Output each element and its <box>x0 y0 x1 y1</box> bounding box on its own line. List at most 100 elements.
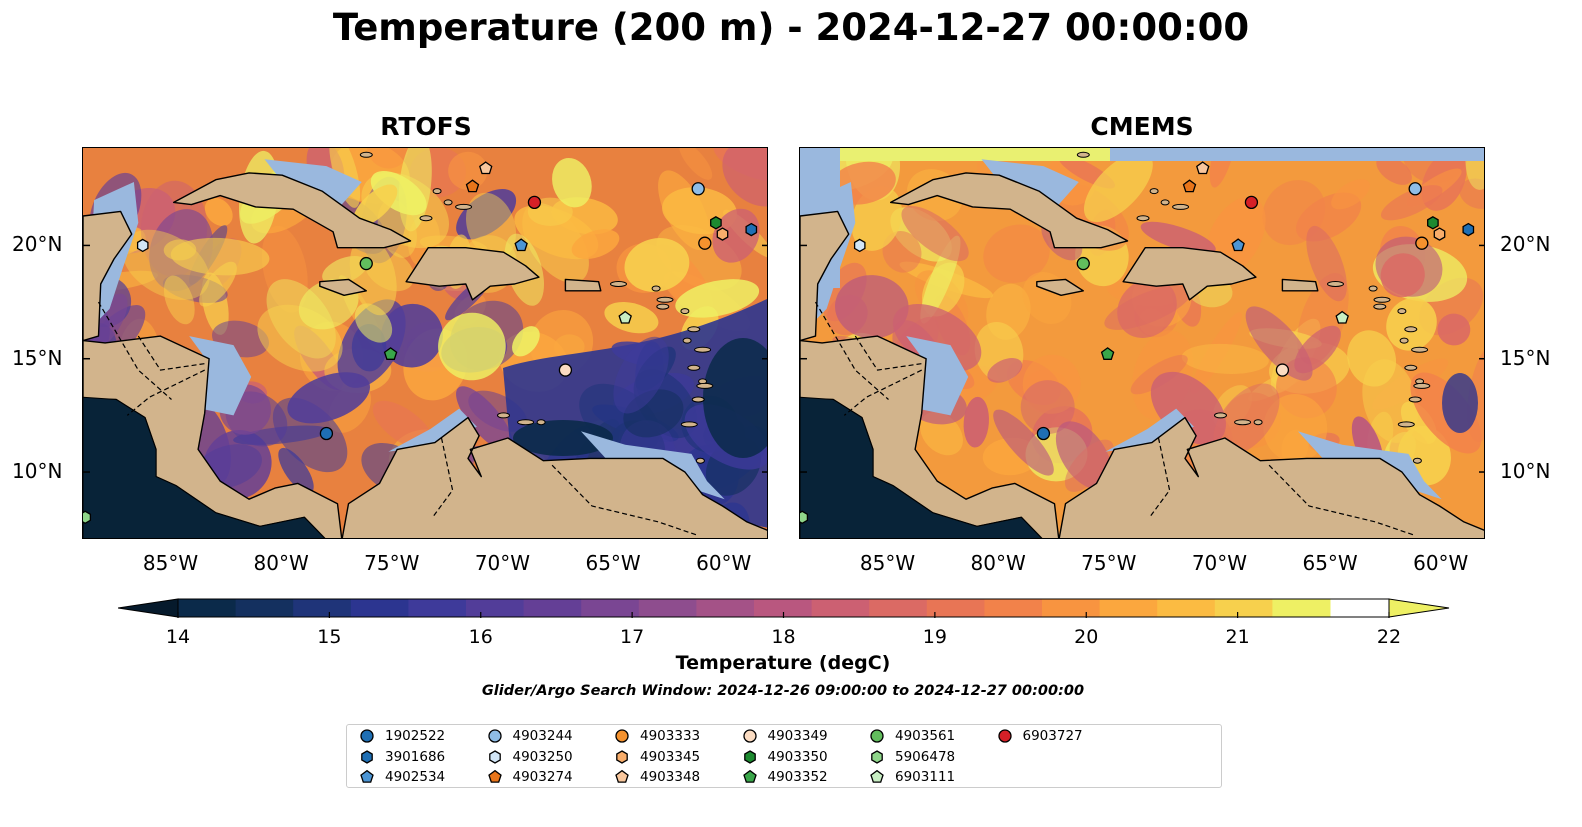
float-marker-4903561-rtofs[interactable] <box>359 256 373 271</box>
float-marker-4903244-cmems[interactable] <box>1408 182 1422 196</box>
circle-marker-icon <box>870 729 884 743</box>
float-marker-4903345-rtofs[interactable] <box>716 227 729 241</box>
pentagon-marker-icon <box>615 769 629 783</box>
lat-tick-label-left: 20°N <box>12 232 63 257</box>
pentagon-marker-icon <box>870 769 884 783</box>
hexagon-marker-icon <box>616 749 628 764</box>
colorbar-swatch <box>178 599 237 617</box>
lon-tick-label: 70°W <box>1191 551 1248 575</box>
legend-marker-4902534 <box>360 769 374 783</box>
float-marker-6903727-cmems[interactable] <box>1244 195 1259 210</box>
legend-marker-4903345 <box>616 749 628 764</box>
legend-entry-6903727: 6903727 <box>997 727 1083 745</box>
colorbar-label: Temperature (degC) <box>675 652 891 674</box>
float-marker-6903111-cmems[interactable] <box>1335 310 1349 324</box>
float-marker-6903111-rtofs[interactable] <box>618 310 632 324</box>
colorbar-swatch <box>1157 599 1216 617</box>
legend-marker-4903561 <box>870 729 884 743</box>
figure-title: Temperature (200 m) - 2024-12-27 00:00:0… <box>332 6 1250 49</box>
lat-tick-label-right: 10°N <box>1500 459 1551 484</box>
float-marker-4902534-rtofs[interactable] <box>514 238 528 252</box>
float-marker-4903352-rtofs[interactable] <box>383 347 398 360</box>
legend-entry-4903244: 4903244 <box>487 727 573 745</box>
lon-tick-label: 85°W <box>859 551 916 575</box>
colorbar-swatch <box>984 599 1043 617</box>
legend-entry-1902522: 1902522 <box>359 727 445 745</box>
float-marker-4902534-cmems[interactable] <box>1231 238 1245 252</box>
float-marker-4903350-rtofs[interactable] <box>710 216 722 230</box>
float-marker-3901686-rtofs[interactable] <box>745 222 758 237</box>
float-marker-4903244-rtofs[interactable] <box>691 182 705 196</box>
hexagon-marker-icon <box>743 749 756 764</box>
lon-tick-label: 70°W <box>474 551 531 575</box>
colorbar-swatch <box>1099 599 1158 617</box>
float-marker-4903561-cmems[interactable] <box>1076 256 1090 271</box>
legend-label: 4903350 <box>767 748 828 765</box>
legend-entry-5906478: 5906478 <box>869 748 955 766</box>
legend-marker-6903111 <box>870 769 884 783</box>
float-marker-1902522-cmems[interactable] <box>1036 426 1051 441</box>
float-marker-4903349-cmems[interactable] <box>1275 363 1290 377</box>
float-marker-4903274-cmems[interactable] <box>1182 179 1197 193</box>
colorbar-swatch <box>754 599 813 617</box>
circle-marker-icon <box>742 729 757 743</box>
legend-label: 5906478 <box>895 748 956 765</box>
lat-tick-label-right: 15°N <box>1500 345 1551 370</box>
float-marker-4903250-rtofs[interactable] <box>136 238 149 253</box>
legend-marker-4903250 <box>488 749 501 764</box>
lon-tick-label: 75°W <box>364 551 420 575</box>
legend-entry-4903561: 4903561 <box>869 727 955 745</box>
legend-label: 4903274 <box>512 769 573 785</box>
map-panel-rtofs[interactable] <box>82 147 768 539</box>
legend-label: 6903727 <box>1022 728 1083 744</box>
circle-marker-icon <box>615 729 629 743</box>
float-marker-4903250-cmems[interactable] <box>853 238 866 253</box>
colorbar-swatch <box>466 599 525 617</box>
legend-entry-3901686: 3901686 <box>359 748 445 766</box>
float-marker-4903333-cmems[interactable] <box>1415 236 1429 250</box>
float-marker-4903348-rtofs[interactable] <box>479 161 493 175</box>
float-marker-4903345-cmems[interactable] <box>1433 227 1446 241</box>
float-marker-4903350-cmems[interactable] <box>1427 216 1439 230</box>
legend-entry-4903333: 4903333 <box>614 727 700 745</box>
legend-marker-4903348 <box>615 769 629 783</box>
map-panel-cmems[interactable] <box>799 147 1485 539</box>
legend-marker-4903244 <box>487 729 502 743</box>
hexagon-marker-icon <box>361 749 373 764</box>
colorbar-swatch <box>1042 599 1101 617</box>
colorbar-tick-label: 20 <box>1074 626 1099 648</box>
legend-entry-4902534: 4902534 <box>359 768 445 786</box>
float-marker-4903348-cmems[interactable] <box>1196 161 1210 175</box>
lat-tick-label-right: 20°N <box>1500 232 1551 257</box>
float-marker-3901686-cmems[interactable] <box>1462 222 1475 237</box>
float-legend: 1902522 3901686 4902534 4903244 4903250 49032… <box>346 724 1222 788</box>
float-marker-6903727-rtofs[interactable] <box>527 195 542 210</box>
float-marker-4903333-rtofs[interactable] <box>698 236 712 250</box>
float-marker-4903352-cmems[interactable] <box>1100 347 1115 360</box>
colorbar-tick-label: 18 <box>771 626 796 648</box>
colorbar-tick-label: 22 <box>1376 626 1402 648</box>
float-marker-1902522-rtofs[interactable] <box>319 426 334 441</box>
colorbar-swatch <box>1272 599 1331 617</box>
legend-marker-4903350 <box>743 749 756 764</box>
float-marker-4903349-rtofs[interactable] <box>558 363 573 377</box>
legend-marker-4903349 <box>742 729 757 743</box>
legend-entry-4903350: 4903350 <box>742 748 828 766</box>
lon-tick-label: 85°W <box>142 551 199 575</box>
legend-entry-4903345: 4903345 <box>614 748 700 766</box>
pentagon-marker-icon <box>487 769 502 783</box>
map-canvas-rtofs <box>83 148 767 538</box>
pentagon-marker-icon <box>742 769 757 783</box>
colorbar-swatch <box>696 599 755 617</box>
float-marker-4903274-rtofs[interactable] <box>465 179 480 193</box>
float-marker-5906478-cmems[interactable] <box>800 510 809 525</box>
circle-marker-icon <box>487 729 502 743</box>
legend-marker-4903352 <box>742 769 757 783</box>
panel-title-cmems: CMEMS <box>1090 112 1194 141</box>
colorbar-tick-label: 19 <box>922 626 947 648</box>
lat-tick-label-left: 10°N <box>12 459 63 484</box>
legend-entry-4903349: 4903349 <box>742 727 828 745</box>
lon-tick-label: 80°W <box>970 551 1026 575</box>
colorbar-swatch <box>926 599 985 617</box>
float-marker-5906478-rtofs[interactable] <box>83 510 92 525</box>
